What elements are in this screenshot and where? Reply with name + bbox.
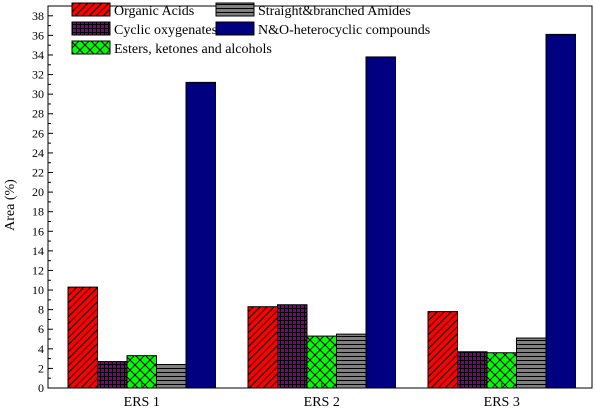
y-tick-label: 16: [32, 224, 44, 238]
legend: Organic Acids Cyclic oxygenates Esters, ke…: [71, 2, 430, 57]
bar-straight-branched-amides-0: [156, 363, 187, 389]
y-tick-label: 18: [32, 205, 44, 219]
x-category-label: ERS 1: [124, 395, 160, 410]
legend-label: Organic Acids: [114, 4, 194, 19]
bar-cyclic-oxygenates-2: [457, 351, 488, 389]
x-category-label: ERS 2: [304, 395, 340, 410]
bar-organic-acids-1: [247, 306, 278, 389]
bar-esters-ketones-and-alcohols-1: [306, 335, 337, 389]
bar-organic-acids-2: [427, 311, 458, 389]
y-tick-label: 24: [32, 146, 44, 160]
bar-esters-ketones-and-alcohols-2: [486, 352, 517, 389]
legend-label: N&O-heterocyclic compounds: [258, 23, 430, 38]
y-axis-title: Area (%): [3, 179, 18, 231]
y-tick-label: 8: [38, 303, 44, 317]
y-tick-label: 28: [32, 107, 44, 121]
y-tick-label: 20: [32, 185, 44, 199]
bar-cyclic-oxygenates-1: [277, 304, 308, 389]
y-tick-label: 36: [32, 28, 44, 42]
y-tick-label: 38: [32, 9, 44, 23]
y-tick-label: 22: [32, 166, 44, 180]
bar-n-o-heterocyclic-compounds-2: [545, 33, 576, 389]
bars-layer: [67, 33, 576, 389]
legend-swatch: [71, 21, 111, 36]
y-tick-label: 0: [38, 381, 44, 395]
y-tick-label: 2: [38, 361, 44, 375]
y-tick-label: 26: [32, 126, 44, 140]
legend-swatch: [215, 2, 255, 17]
x-category-label: ERS 3: [484, 395, 520, 410]
legend-label: Cyclic oxygenates: [114, 23, 217, 38]
bar-cyclic-oxygenates-0: [97, 361, 128, 389]
bar-organic-acids-0: [67, 286, 98, 389]
legend-swatch: [215, 21, 255, 36]
y-tick-label: 14: [32, 244, 44, 258]
bar-straight-branched-amides-2: [516, 337, 547, 389]
legend-label: Esters, ketones and alcohols: [114, 42, 272, 57]
bar-straight-branched-amides-1: [336, 333, 367, 389]
y-tick-label: 4: [38, 342, 44, 356]
legend-label: Straight&branched Amides: [258, 4, 411, 19]
y-tick-label: 6: [38, 322, 44, 336]
y-tick-label: 32: [32, 68, 44, 82]
plot-frame: [47, 5, 593, 389]
legend-swatch: [71, 2, 111, 17]
y-tick-label: 34: [32, 48, 44, 62]
bar-n-o-heterocyclic-compounds-1: [365, 56, 396, 389]
y-tick-label: 30: [32, 87, 44, 101]
bar-n-o-heterocyclic-compounds-0: [185, 81, 216, 389]
y-tick-label: 10: [32, 283, 44, 297]
y-tick-label: 12: [32, 263, 44, 277]
legend-swatch: [71, 40, 111, 55]
bar-esters-ketones-and-alcohols-0: [126, 355, 157, 389]
